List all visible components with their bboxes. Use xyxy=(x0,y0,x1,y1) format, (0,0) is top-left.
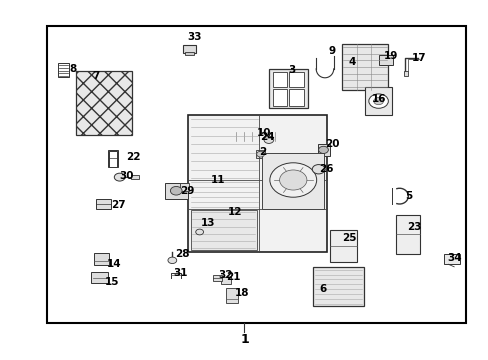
Bar xyxy=(182,45,196,53)
Circle shape xyxy=(167,257,176,264)
Text: 5: 5 xyxy=(404,191,411,201)
Bar xyxy=(190,211,256,250)
Text: 8: 8 xyxy=(69,64,76,74)
Text: 21: 21 xyxy=(226,272,241,282)
Text: 18: 18 xyxy=(234,288,248,298)
Text: 25: 25 xyxy=(342,233,356,243)
Bar xyxy=(317,144,329,156)
Bar xyxy=(261,153,324,209)
Text: 16: 16 xyxy=(370,94,385,104)
Bar xyxy=(289,72,304,87)
Bar xyxy=(404,71,407,76)
Bar xyxy=(131,175,139,179)
Bar xyxy=(213,275,222,281)
Bar xyxy=(268,69,307,108)
Circle shape xyxy=(368,94,387,108)
Bar xyxy=(312,267,363,306)
Text: 3: 3 xyxy=(288,64,295,75)
Bar xyxy=(184,52,193,55)
Bar xyxy=(289,89,304,106)
Bar xyxy=(272,89,287,106)
Text: 7: 7 xyxy=(92,71,99,81)
Text: 29: 29 xyxy=(180,186,194,197)
Bar xyxy=(378,55,392,65)
Text: 31: 31 xyxy=(173,268,187,278)
Text: 30: 30 xyxy=(119,171,134,181)
Text: 26: 26 xyxy=(319,164,333,174)
Text: 15: 15 xyxy=(104,277,119,287)
Bar xyxy=(58,63,69,77)
Circle shape xyxy=(373,98,383,105)
Bar xyxy=(234,132,276,141)
Text: 4: 4 xyxy=(347,57,355,67)
Bar xyxy=(108,150,118,167)
Bar xyxy=(329,230,356,262)
Bar xyxy=(164,183,187,199)
Bar xyxy=(225,288,238,303)
Text: 10: 10 xyxy=(256,129,271,138)
Bar xyxy=(256,149,264,158)
Text: 1: 1 xyxy=(240,333,248,346)
Circle shape xyxy=(114,173,125,181)
Circle shape xyxy=(170,186,182,195)
Bar xyxy=(220,212,230,222)
Bar xyxy=(444,253,459,264)
Text: 14: 14 xyxy=(106,259,121,269)
Text: 13: 13 xyxy=(200,218,215,228)
Circle shape xyxy=(264,136,273,143)
Circle shape xyxy=(195,229,203,235)
Bar xyxy=(341,44,387,90)
Text: 2: 2 xyxy=(259,147,266,157)
Bar xyxy=(94,253,109,265)
Bar xyxy=(76,71,132,135)
Bar xyxy=(395,215,419,253)
Text: 22: 22 xyxy=(126,152,140,162)
Bar xyxy=(220,277,231,284)
Text: 11: 11 xyxy=(210,175,224,185)
Bar xyxy=(188,116,327,252)
Circle shape xyxy=(312,165,325,174)
Text: 12: 12 xyxy=(227,207,242,217)
Text: 20: 20 xyxy=(325,139,339,149)
Text: 33: 33 xyxy=(187,32,202,41)
Text: 27: 27 xyxy=(111,200,126,210)
Bar xyxy=(180,183,188,192)
Text: 9: 9 xyxy=(328,46,335,56)
Circle shape xyxy=(279,170,306,190)
Bar xyxy=(272,72,287,87)
Text: 24: 24 xyxy=(260,132,275,142)
Circle shape xyxy=(269,163,316,197)
Bar xyxy=(365,87,391,116)
Text: 6: 6 xyxy=(318,284,325,294)
Text: 19: 19 xyxy=(383,51,397,61)
Text: 28: 28 xyxy=(175,248,189,258)
Bar xyxy=(47,26,466,323)
Circle shape xyxy=(256,151,264,157)
Bar xyxy=(96,199,111,210)
Bar xyxy=(91,272,108,283)
Text: 23: 23 xyxy=(406,222,421,231)
Text: 34: 34 xyxy=(446,253,461,263)
Text: 32: 32 xyxy=(218,270,233,280)
Circle shape xyxy=(318,146,328,153)
Text: 17: 17 xyxy=(411,53,426,63)
